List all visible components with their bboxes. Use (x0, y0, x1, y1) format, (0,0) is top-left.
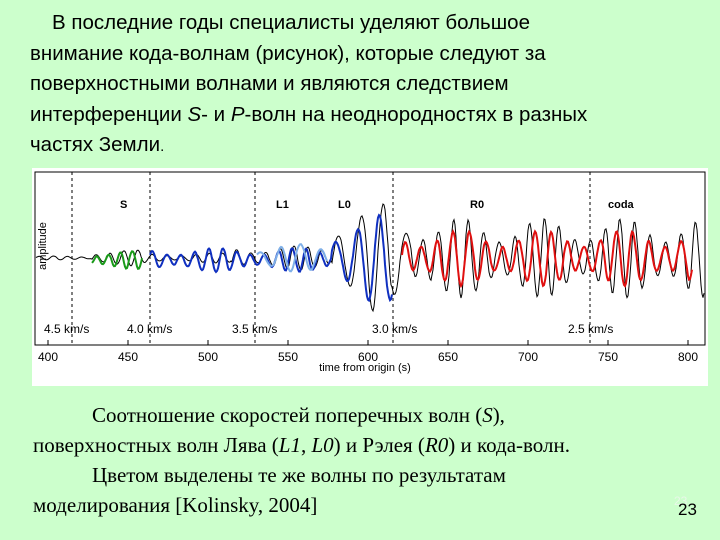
text: P (230, 102, 245, 126)
text: моделирования [Kolinsky, 2004] (33, 493, 318, 517)
wave-label: L0 (338, 199, 351, 211)
text: Цветом выделены те же волны по результат… (92, 463, 506, 487)
text: L0 (311, 433, 334, 457)
intro-text: В последние годы специалисты уделяют бол… (30, 8, 587, 163)
text: , (300, 433, 312, 457)
text: Соотношение скоростей поперечных волн ( (92, 403, 483, 427)
text-line: интерференции S- и P-волн на неоднородно… (30, 100, 587, 131)
plot-frame (34, 171, 706, 346)
text-line: моделирования [Kolinsky, 2004] (33, 490, 570, 520)
text: S (482, 403, 493, 427)
text-line: поверхностных волн Лява (L1, L0) и Рэлея… (33, 430, 570, 460)
page-number: 23 (678, 500, 697, 519)
text: поверхностными волнами и являются следст… (30, 72, 509, 95)
x-axis-label: time from origin (s) (319, 362, 411, 374)
text: -волн на неоднородностях в разных (244, 102, 588, 126)
text: S (187, 102, 202, 126)
text: частях Земли (30, 133, 161, 156)
wave-label: S (120, 199, 127, 211)
x-tick-label: 450 (118, 350, 138, 364)
text: - и (201, 102, 231, 126)
figure-labels: 400 450 500 550 600 650 700 750 800 S L1 L0 R0 coda 4.… (38, 199, 698, 364)
caption: Соотношение скоростей поперечных волн (S… (33, 400, 570, 520)
text: внимание кода-волнам (рисунок), которые … (30, 41, 546, 65)
figure-background (32, 168, 708, 386)
velocity-label: 4.5 km/s (44, 322, 89, 336)
page-number-shadow: 23 (674, 494, 688, 508)
text: . (160, 138, 165, 155)
text: ), (492, 403, 505, 427)
y-axis-label: amplitude (37, 222, 49, 270)
x-tick-label: 550 (278, 350, 298, 364)
velocity-label: 3.5 km/s (232, 322, 277, 336)
wave-label: L1 (276, 199, 289, 211)
x-tick-label: 400 (38, 350, 58, 364)
text-line: частях Земли. (30, 130, 587, 163)
text: поверхностных волн Лява ( (33, 433, 279, 457)
text-line: поверхностными волнами и являются следст… (30, 69, 587, 100)
x-tick-label: 650 (438, 350, 458, 364)
x-tick-label: 600 (358, 350, 378, 364)
text-line: Цветом выделены те же волны по результат… (33, 460, 570, 490)
velocity-label: 3.0 km/s (372, 322, 417, 336)
text: ) и Рэлея ( (333, 433, 425, 457)
text: интерференции (30, 102, 188, 126)
x-tick-label: 750 (598, 350, 618, 364)
x-tick-label: 500 (198, 350, 218, 364)
velocity-label: 4.0 km/s (127, 322, 172, 336)
text-line: Соотношение скоростей поперечных волн (S… (33, 400, 570, 430)
x-tick-label: 800 (678, 350, 698, 364)
text-line: внимание кода-волнам (рисунок), которые … (30, 39, 587, 70)
velocity-label: 2.5 km/s (568, 322, 613, 336)
waveforms (35, 203, 705, 313)
text: В последние годы специалисты уделяют бол… (52, 11, 530, 34)
text: L1 (278, 433, 301, 457)
text: R0 (424, 433, 449, 457)
seismogram-figure: 400 450 500 550 600 650 700 750 800 S L1 L0 R0 coda 4.… (32, 168, 708, 386)
waveform (256, 243, 328, 273)
waveform (91, 250, 143, 271)
wave-label: coda (608, 199, 635, 211)
text: ) и кода-волн. (448, 433, 570, 457)
waveform (401, 229, 693, 289)
text-line: В последние годы специалисты уделяют бол… (30, 8, 587, 39)
x-tick-label: 700 (518, 350, 538, 364)
wave-label: R0 (470, 199, 484, 211)
